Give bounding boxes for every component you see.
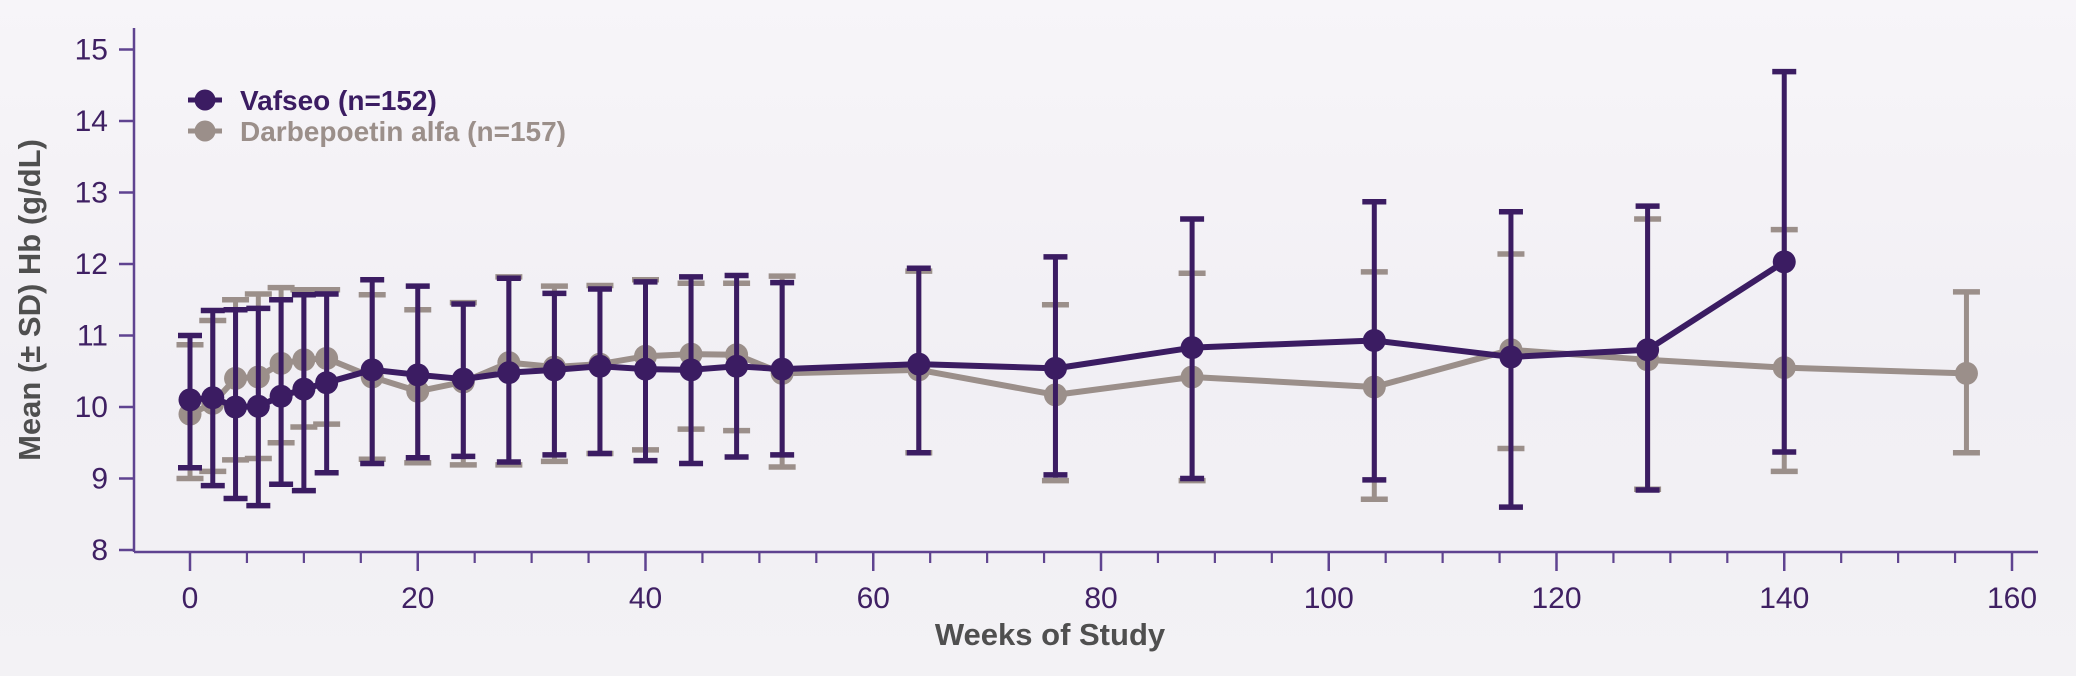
axes: 8 9 10 11 12 13 14 15 0 20 40 60 80 100 120 140 160 (75, 28, 2038, 615)
data-point (542, 358, 566, 382)
data-point (679, 358, 703, 382)
y-tick-label: 12 (75, 248, 108, 281)
data-point (315, 371, 339, 395)
data-point (246, 394, 270, 418)
data-point (1772, 250, 1796, 274)
y-tick-label: 15 (75, 34, 108, 67)
line-marker-icon (188, 89, 222, 111)
x-tick-label: 100 (1304, 582, 1354, 615)
x-axis-title: Weeks of Study (935, 617, 1166, 652)
y-tick-label: 9 (91, 463, 108, 496)
x-tick-label: 0 (182, 582, 199, 615)
data-point (1362, 329, 1386, 353)
legend-item: Vafseo (n=152) (188, 85, 437, 116)
data-point (497, 361, 521, 385)
data-point (360, 358, 384, 382)
legend-label: Darbepoetin alfa (n=157) (240, 116, 566, 147)
data-point (725, 354, 749, 378)
y-tick-label: 10 (75, 391, 108, 424)
y-tick-label: 8 (91, 534, 108, 567)
x-tick-label: 80 (1084, 582, 1117, 615)
data-point (451, 367, 475, 391)
data-point (588, 354, 612, 378)
data-point (634, 357, 657, 381)
x-tick-label: 20 (401, 582, 434, 615)
series-vafseo (178, 68, 1797, 510)
x-tick-label: 140 (1759, 582, 1809, 615)
series-darbepoetin-alfa (176, 216, 1980, 502)
data-point (1499, 345, 1523, 369)
data-point (1954, 361, 1978, 385)
x-tick-label: 40 (629, 582, 662, 615)
x-tick-label: 160 (1987, 582, 2037, 615)
data-point (292, 377, 316, 401)
data-point (1636, 338, 1660, 362)
x-tick-label: 60 (857, 582, 890, 615)
y-axis-title: Mean (± SD) Hb (g/dL) (12, 139, 47, 461)
data-point (907, 352, 931, 376)
y-tick-label: 11 (77, 320, 108, 353)
data-point (269, 384, 293, 408)
data-point (770, 357, 794, 381)
line-marker-icon (188, 120, 222, 142)
legend: Vafseo (n=152)Darbepoetin alfa (n=157) (188, 85, 566, 147)
data-point (1180, 336, 1204, 360)
data-point (178, 388, 202, 412)
y-tick-label: 14 (75, 105, 108, 138)
y-tick-label: 13 (75, 177, 108, 210)
legend-item: Darbepoetin alfa (n=157) (188, 116, 566, 147)
data-point (224, 395, 248, 419)
legend-label: Vafseo (n=152) (240, 85, 437, 116)
data-point (406, 363, 430, 387)
x-tick-label: 120 (1531, 582, 1581, 615)
data-point (201, 386, 225, 410)
data-point (1043, 356, 1067, 380)
